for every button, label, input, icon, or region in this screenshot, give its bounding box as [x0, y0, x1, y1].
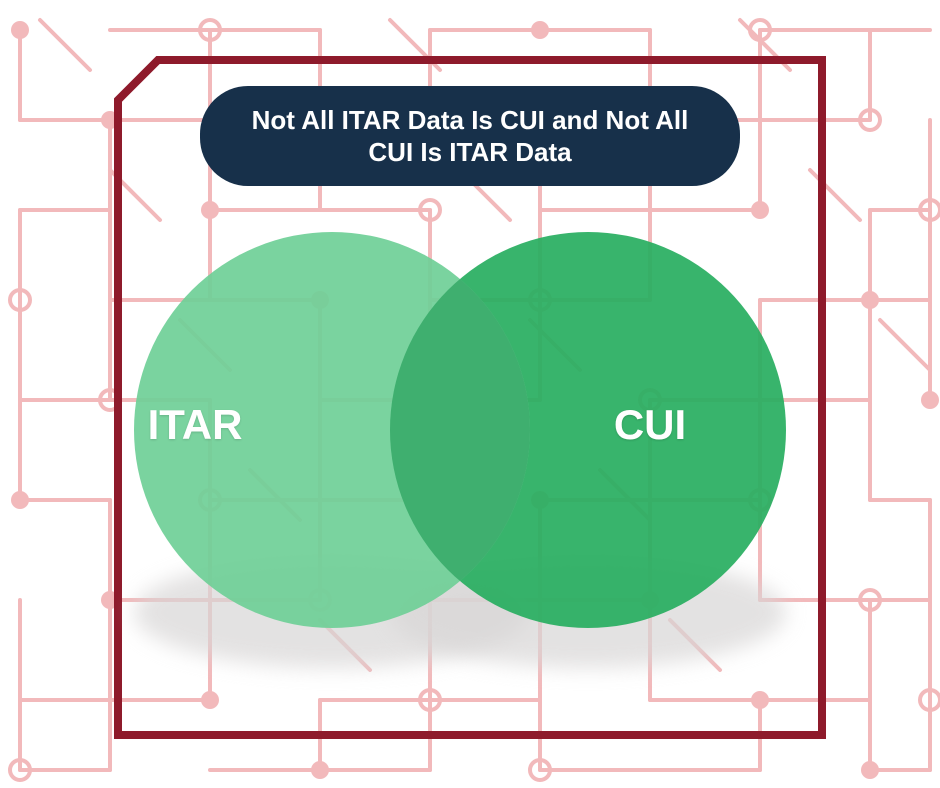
- title-banner: Not All ITAR Data Is CUI and Not All CUI…: [200, 86, 740, 186]
- venn-label-left: ITAR: [115, 401, 275, 449]
- title-text: Not All ITAR Data Is CUI and Not All CUI…: [230, 104, 710, 169]
- venn-label-right: CUI: [570, 401, 730, 449]
